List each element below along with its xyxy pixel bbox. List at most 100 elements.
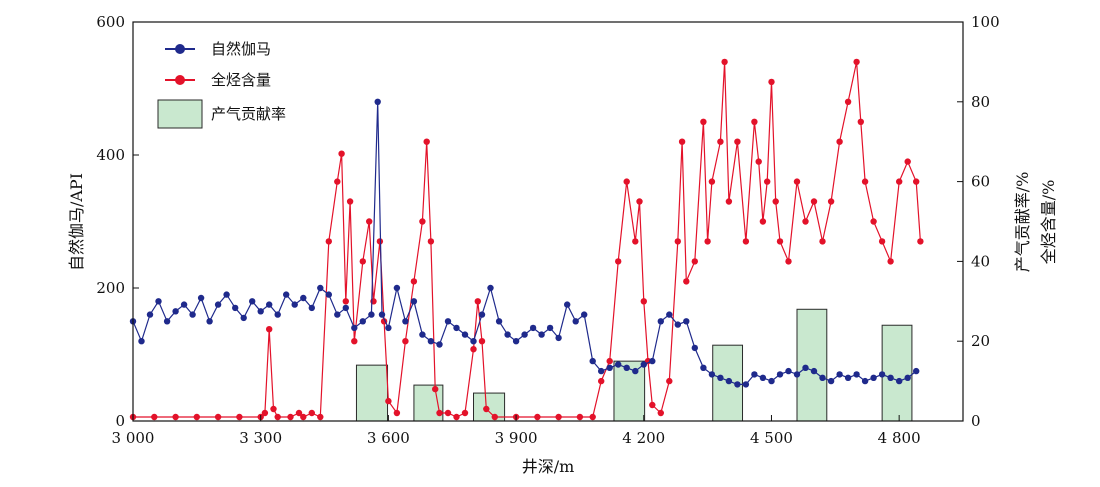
y-right-axis-title-contribution: 产气贡献率/% [1013, 172, 1032, 273]
gamma-ray-point-65 [666, 311, 673, 318]
gamma-ray-point-31 [378, 311, 386, 318]
total-hydrocarbon-point-12 [287, 413, 294, 421]
total-hydrocarbon-point-69 [721, 58, 728, 66]
total-hydrocarbon-point-32 [419, 218, 426, 225]
gamma-ray-point-12 [223, 291, 230, 298]
gamma-ray-point-57 [598, 367, 605, 375]
gamma-ray-point-11 [214, 301, 222, 308]
total-hydrocarbon-point-5 [214, 413, 222, 421]
bar-layer [355, 308, 913, 422]
gamma-ray-point-51 [546, 324, 554, 332]
total-hydrocarbon-point-52 [615, 258, 622, 265]
legend-gamma-label: 自然伽马 [211, 40, 271, 58]
total-hydrocarbon-point-95 [904, 158, 911, 165]
gamma-ray-point-18 [274, 311, 281, 318]
plot-frame [132, 21, 964, 422]
gamma-ray-point-86 [844, 374, 852, 381]
total-hydrocarbon-point-4 [193, 413, 200, 421]
gamma-ray-point-77 [768, 377, 775, 385]
total-hydrocarbon-point-94 [896, 178, 903, 185]
gamma-ray-point-90 [878, 371, 886, 378]
gamma-ray-point-14 [240, 314, 247, 322]
gamma-ray-point-16 [257, 308, 264, 315]
y-left-tick-label-200: 200 [96, 279, 125, 297]
legend-hydrocarbon-label: 全烃含量 [211, 71, 271, 89]
x-tick-label-4500: 4 500 [750, 429, 793, 447]
total-hydrocarbon-point-70 [725, 198, 733, 205]
total-hydrocarbon-point-83 [810, 198, 818, 205]
total-hydrocarbon-point-73 [751, 118, 758, 126]
total-hydrocarbon-point-91 [870, 218, 877, 225]
x-tick-label-3600: 3 600 [367, 429, 410, 447]
gamma-ray-point-89 [870, 374, 877, 381]
total-hydrocarbon-point-24 [366, 218, 373, 225]
gamma-ray-point-30 [374, 98, 381, 106]
total-hydrocarbon-point-19 [338, 150, 345, 157]
total-hydrocarbon-point-23 [359, 258, 366, 265]
total-hydrocarbon-point-81 [793, 178, 801, 185]
legend: 自然伽马 全烃含量 产气贡献率 [157, 40, 286, 129]
gamma-ray-point-72 [725, 377, 733, 385]
total-hydrocarbon-point-31 [410, 278, 418, 285]
plot-border [132, 21, 964, 422]
contribution-bar-1 [355, 364, 389, 422]
total-hydrocarbon-point-46 [534, 413, 541, 421]
gamma-ray-point-81 [802, 364, 809, 371]
total-hydrocarbon-point-50 [598, 377, 605, 385]
total-hydrocarbon-point-78 [772, 198, 779, 205]
gamma-ray-point-94 [913, 367, 920, 375]
gamma-ray-point-41 [461, 331, 469, 338]
total-hydrocarbon-point-68 [717, 138, 724, 145]
total-hydrocarbon-point-64 [691, 258, 698, 265]
gamma-ray-point-75 [751, 371, 758, 378]
gamma-ray-point-48 [521, 331, 528, 338]
total-hydrocarbon-point-18 [334, 178, 341, 185]
total-hydrocarbon-point-44 [491, 413, 498, 421]
total-hydrocarbon-point-51 [606, 357, 613, 365]
total-hydrocarbon-point-77 [768, 78, 775, 86]
gamma-ray-point-55 [581, 311, 588, 318]
gamma-ray-point-6 [172, 308, 179, 315]
gamma-ray-point-33 [393, 284, 401, 292]
total-hydrocarbon-point-65 [700, 118, 707, 126]
gamma-ray-point-22 [308, 304, 315, 312]
total-hydrocarbon-point-92 [878, 238, 886, 245]
gamma-ray-point-32 [385, 324, 392, 332]
y-right-tick-label-20: 20 [971, 332, 990, 350]
gamma-ray-point-42 [470, 338, 477, 345]
total-hydrocarbon-point-66 [704, 238, 711, 245]
total-hydrocarbon-point-74 [755, 158, 762, 165]
gamma-ray-point-92 [896, 377, 903, 385]
gamma-ray-point-40 [453, 324, 460, 332]
total-hydrocarbon-point-84 [819, 238, 826, 245]
total-hydrocarbon-point-61 [674, 238, 681, 245]
gamma-ray-point-24 [325, 291, 332, 298]
gamma-ray-point-29 [368, 311, 375, 318]
y-left-tick-label-600: 600 [96, 13, 125, 31]
gamma-ray-point-13 [232, 304, 239, 312]
total-hydrocarbon-point-49 [589, 413, 596, 421]
gamma-ray-point-7 [180, 301, 188, 308]
total-hydrocarbon-point-26 [376, 238, 384, 245]
legend-contribution-label: 产气贡献率 [211, 105, 286, 123]
total-hydrocarbon-point-96 [913, 178, 920, 185]
total-hydrocarbon-layer [129, 58, 924, 421]
gamma-ray-point-83 [819, 374, 826, 381]
total-hydrocarbon-point-30 [402, 338, 409, 345]
gamma-ray-point-53 [564, 301, 571, 308]
gamma-ray-point-82 [810, 367, 818, 375]
total-hydrocarbon-point-67 [708, 178, 716, 185]
gamma-ray-point-46 [504, 331, 511, 338]
gamma-ray-point-69 [700, 364, 707, 371]
gamma-ray-point-87 [853, 371, 860, 378]
y-right-axis-ticks: 0 20 40 60 80 100 [957, 13, 1000, 430]
total-hydrocarbon-point-17 [325, 238, 332, 245]
total-hydrocarbon-point-22 [351, 338, 358, 345]
gamma-ray-point-26 [342, 304, 349, 312]
total-hydrocarbon-point-54 [632, 238, 639, 245]
total-hydrocarbon-point-82 [802, 218, 809, 225]
total-hydrocarbon-point-86 [836, 138, 843, 145]
gamma-ray-point-58 [606, 364, 613, 371]
gamma-ray-point-50 [538, 331, 545, 338]
